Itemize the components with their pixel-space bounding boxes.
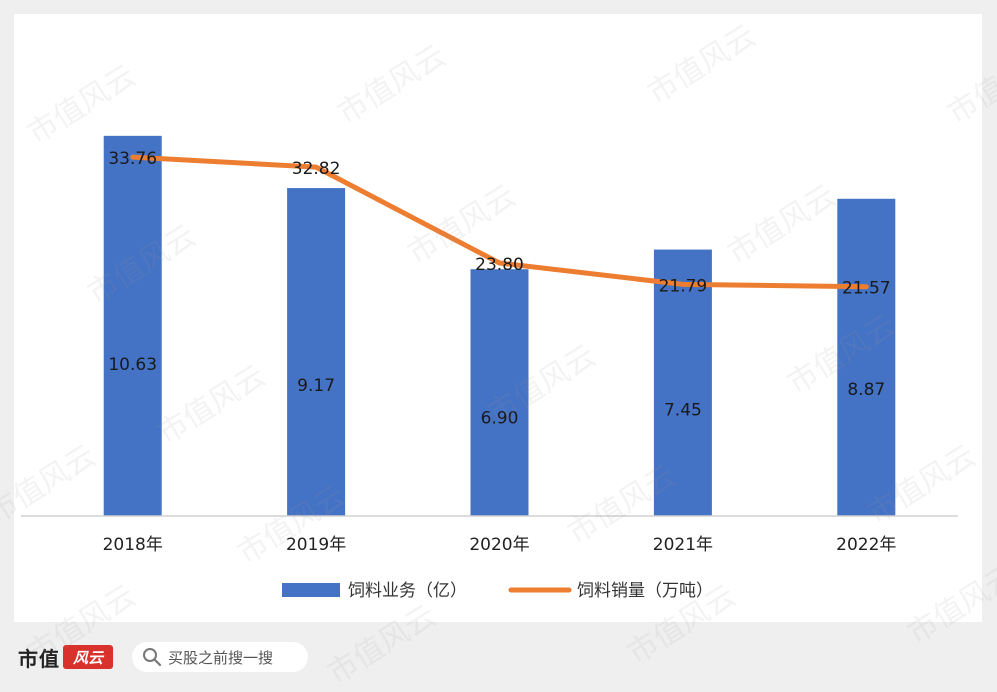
line-value-label-1: 32.82	[292, 159, 341, 179]
bar-value-label-2: 6.90	[481, 408, 519, 428]
bar-value-label-4: 8.87	[847, 380, 885, 400]
bar-0	[104, 136, 162, 516]
line-value-label-4: 21.57	[842, 279, 891, 299]
footer-bar: 市值 风云 买股之前搜一搜	[0, 628, 997, 687]
bar-2	[471, 269, 529, 516]
chart-svg: 10.63 9.17 6.90 7.45 8.87 33.76 32.82 23.80 21.…	[14, 14, 982, 622]
search-icon	[142, 647, 162, 667]
search-box[interactable]: 买股之前搜一搜	[132, 642, 308, 672]
x-tick-label-4: 2022年	[836, 535, 896, 555]
brand-logo[interactable]: 市值 风云	[18, 642, 113, 672]
x-tick-label-3: 2021年	[653, 535, 713, 555]
x-tick-label-2: 2020年	[469, 535, 529, 555]
chart-card: 10.63 9.17 6.90 7.45 8.87 33.76 32.82 23.80 21.…	[14, 14, 982, 622]
legend-label-bar: 饲料业务（亿）	[348, 581, 467, 601]
x-tick-label-0: 2018年	[103, 535, 163, 555]
legend: 饲料业务（亿） 饲料销量（万吨）	[282, 581, 713, 601]
line-value-label-3: 21.79	[659, 276, 708, 296]
line-value-label-2: 23.80	[475, 255, 524, 275]
bar-value-label-1: 9.17	[297, 376, 335, 396]
bars-layer	[104, 136, 896, 516]
bar-4	[837, 199, 895, 516]
legend-swatch-bar	[282, 583, 340, 597]
brand-name: 市值	[18, 643, 60, 672]
bar-value-label-3: 7.45	[664, 400, 702, 420]
line-value-label-0: 33.76	[108, 149, 157, 169]
search-input-placeholder: 买股之前搜一搜	[168, 647, 273, 668]
bar-1	[287, 188, 345, 516]
x-ticks-layer: 2018年 2019年 2020年 2021年 2022年	[103, 535, 897, 555]
x-tick-label-1: 2019年	[286, 535, 346, 555]
bar-value-label-0: 10.63	[108, 355, 157, 375]
brand-logo-mark: 风云	[63, 645, 113, 669]
legend-label-line: 饲料销量（万吨）	[577, 581, 713, 601]
